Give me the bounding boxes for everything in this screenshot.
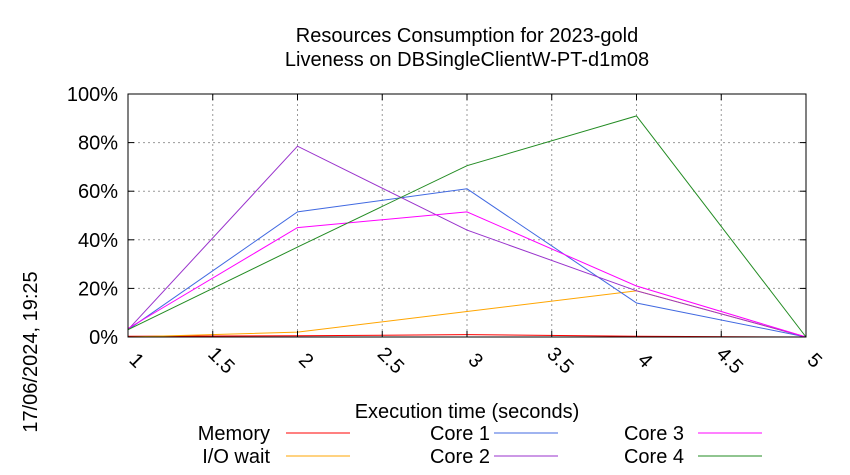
grid-lines — [128, 94, 806, 337]
x-tick-label: 4 — [633, 349, 656, 372]
legend-label: Core 3 — [624, 423, 684, 445]
series-line-core-3 — [127, 211, 807, 338]
y-tick-label: 0% — [89, 327, 118, 349]
legend-label: Core 4 — [624, 446, 684, 468]
x-tick-label: 4.5 — [712, 343, 747, 378]
legend-label: Core 1 — [430, 423, 490, 445]
legend-label: I/O wait — [202, 446, 270, 468]
legend-label: Memory — [198, 423, 270, 445]
legend-label: Core 2 — [430, 446, 490, 468]
y-tick-label: 80% — [78, 133, 118, 155]
chart-title: Resources Consumption for 2023-gold — [296, 25, 638, 47]
x-axis-label: Execution time (seconds) — [355, 401, 580, 423]
y-tick-label: 40% — [78, 230, 118, 252]
x-tick-label: 3 — [464, 349, 487, 372]
series-line-core-2 — [127, 145, 807, 338]
x-tick-label: 1 — [125, 349, 148, 372]
series-line-core-1 — [127, 188, 807, 338]
series-line-core-4 — [127, 115, 807, 338]
chart-subtitle: Liveness on DBSingleClientW-PT-d1m08 — [285, 49, 649, 71]
x-tick-label: 1.5 — [203, 343, 238, 378]
x-tick-label: 2 — [294, 349, 317, 372]
axis-ticks: 0% 20% 40% 60% 80% 100% 1 1.5 2 2.5 3 3.5 4 4.5 5 — [67, 84, 826, 378]
timestamp-label: 17/06/2024, 19:25 — [20, 271, 42, 432]
y-tick-label: 20% — [78, 278, 118, 300]
y-tick-label: 60% — [78, 181, 118, 203]
y-tick-label: 100% — [67, 84, 118, 106]
x-tick-label: 3.5 — [542, 343, 577, 378]
x-tick-label: 5 — [803, 349, 826, 372]
x-tick-label: 2.5 — [373, 343, 408, 378]
